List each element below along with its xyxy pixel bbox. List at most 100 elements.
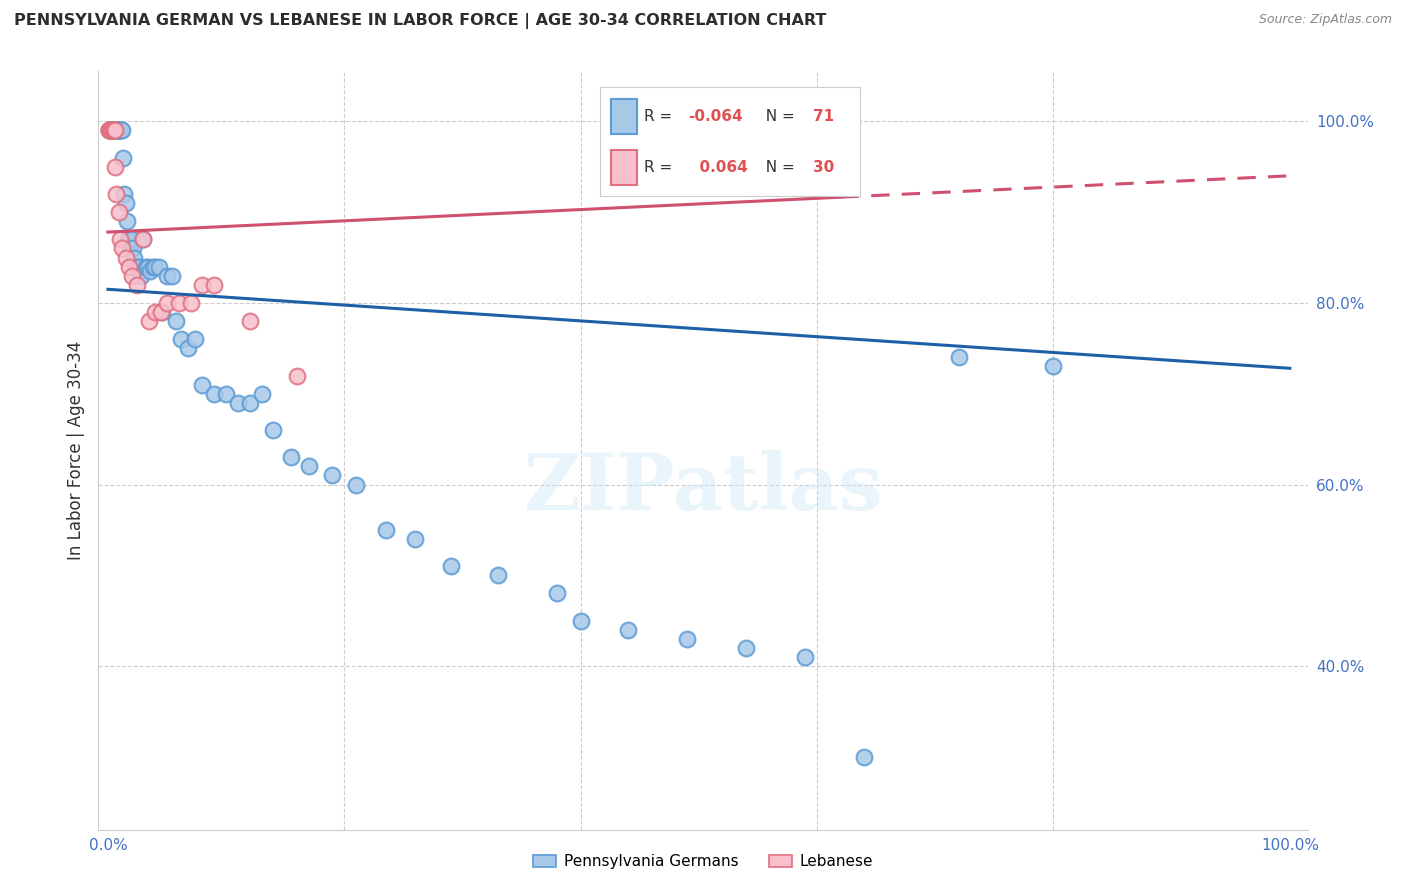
Point [202,277,225,292]
Point [177,341,200,355]
Text: PENNSYLVANIA GERMAN VS LEBANESE IN LABOR FORCE | AGE 30-34 CORRELATION CHART: PENNSYLVANIA GERMAN VS LEBANESE IN LABOR… [14,13,827,29]
Point [114,196,136,211]
Point [105,123,128,137]
Text: ZIPatlas: ZIPatlas [523,450,883,526]
Point [440,559,463,574]
Point [100,123,122,137]
Point [108,123,131,137]
Point [105,123,128,137]
Point [167,296,190,310]
Point [103,123,125,137]
Point [101,123,124,137]
Point [98,123,121,137]
Text: Source: ZipAtlas.com: Source: ZipAtlas.com [1258,13,1392,27]
Point [98,123,121,137]
Point [160,268,183,283]
Point [180,296,202,310]
Point [202,386,225,401]
Point [105,123,128,137]
Point [262,423,284,437]
Point [111,242,134,256]
Point [104,123,127,137]
Point [148,260,170,274]
Point [120,242,142,256]
Point [101,123,124,137]
Point [226,396,249,410]
Point [104,123,127,137]
Point [676,632,699,646]
Point [239,396,262,410]
Point [150,305,173,319]
Point [125,260,148,274]
Point [103,123,125,137]
Point [98,123,121,137]
Point [191,277,214,292]
Point [285,368,308,383]
Point [142,260,165,274]
Point [127,277,149,292]
Point [110,123,132,137]
Point [122,251,145,265]
Point [117,232,139,246]
Point [280,450,302,465]
Point [239,314,262,328]
Point [948,351,970,365]
Point [121,242,143,256]
Point [135,260,157,274]
Point [165,314,187,328]
Point [546,586,568,600]
Point [103,123,125,137]
Point [569,614,592,628]
Point [98,123,121,137]
Point [98,123,121,137]
Point [486,568,509,582]
Point [129,268,152,283]
Point [108,232,131,246]
Point [853,750,876,764]
Point [143,260,166,274]
Point [321,468,343,483]
Point [617,623,640,637]
Point [138,314,160,328]
Y-axis label: In Labor Force | Age 30-34: In Labor Force | Age 30-34 [66,341,84,560]
Point [121,268,143,283]
Point [298,459,321,474]
Point [794,650,817,665]
Point [118,260,141,274]
Point [114,251,136,265]
Point [101,123,124,137]
Point [118,232,141,246]
Point [184,332,207,346]
Point [104,160,127,174]
Legend: Pennsylvania Germans, Lebanese: Pennsylvania Germans, Lebanese [527,848,879,875]
Point [1042,359,1064,374]
Point [250,386,273,401]
Point [191,377,214,392]
Point [150,305,173,319]
Point [735,640,758,655]
Point [128,260,150,274]
Point [136,260,159,274]
Point [374,523,396,537]
Point [115,214,138,228]
Point [105,123,128,137]
Point [344,477,367,491]
Point [112,186,135,201]
Point [132,232,155,246]
Point [100,123,122,137]
Point [215,386,238,401]
Point [107,123,129,137]
Point [107,123,129,137]
Point [100,123,122,137]
Point [121,232,143,246]
Point [111,123,134,137]
Point [143,305,166,319]
Point [98,123,121,137]
Point [404,532,426,546]
Point [132,232,155,246]
Point [139,264,162,278]
Point [100,123,122,137]
Point [104,123,127,137]
Point [170,332,193,346]
Point [156,268,179,283]
